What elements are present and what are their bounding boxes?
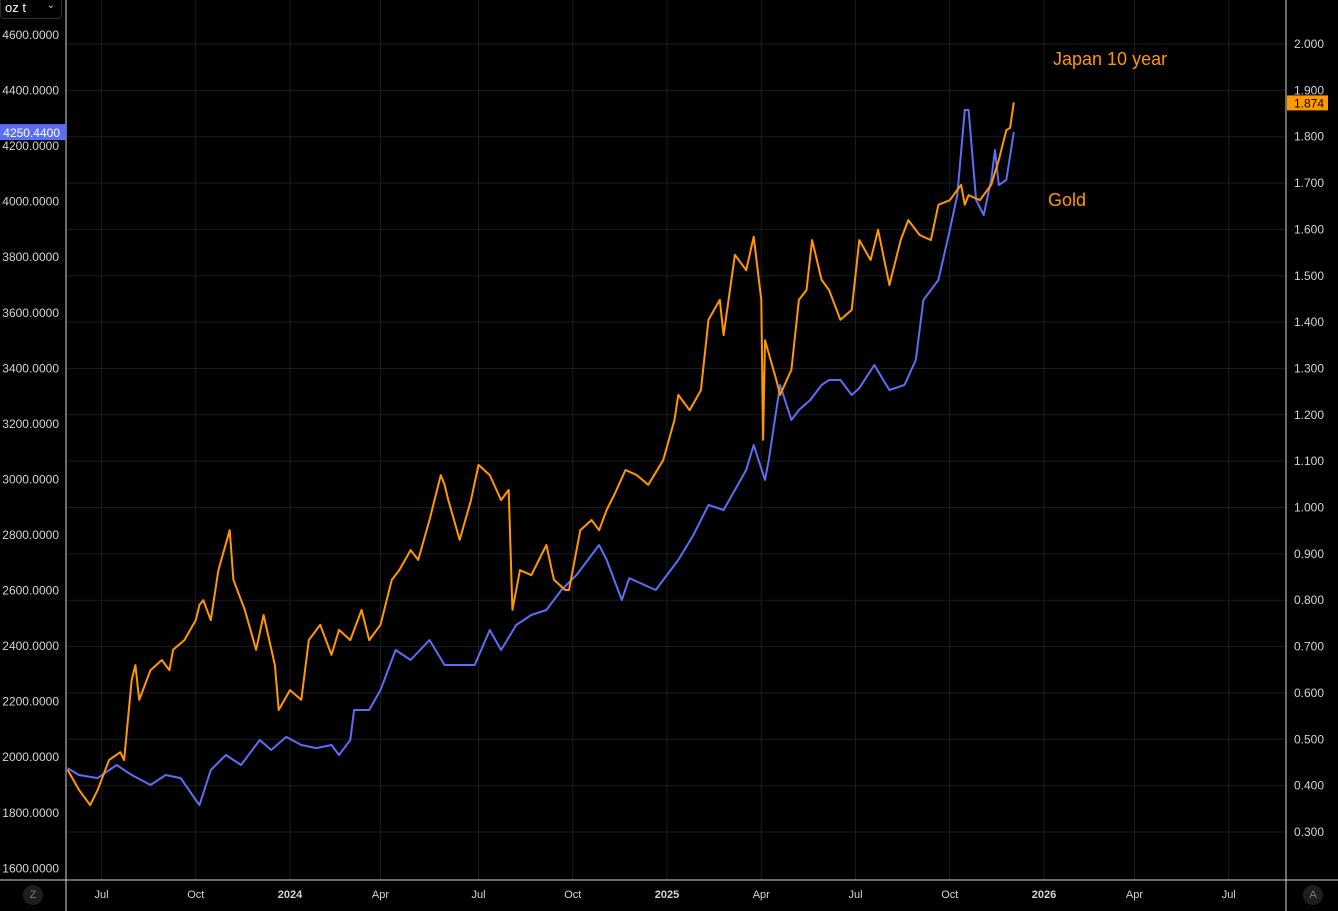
time-tick-label: Oct (564, 889, 581, 901)
right-tick-label: 0.800 (1294, 593, 1324, 607)
time-tick-label: Jul (94, 889, 108, 901)
left-tick-label: 4200.0000 (2, 139, 59, 153)
unit-label: oz t (5, 0, 26, 15)
chevron-down-icon: ⌄ (46, 0, 55, 11)
right-tick-label: 1.900 (1294, 83, 1324, 97)
time-tick-label: Jul (848, 889, 862, 901)
left-tick-label: 2000.0000 (2, 750, 59, 764)
right-tick-label: 1.600 (1294, 222, 1324, 236)
right-tick-label: 1.700 (1294, 176, 1324, 190)
annotations: Japan 10 year Gold (1048, 49, 1167, 210)
right-tick-label: 0.300 (1294, 825, 1324, 839)
left-tick-label: 3200.0000 (2, 417, 59, 431)
grid-lines (66, 0, 1286, 880)
left-tick-label: 1800.0000 (2, 806, 59, 820)
left-tick-label: 3000.0000 (2, 472, 59, 486)
time-tick-label: Jul (471, 889, 485, 901)
right-tick-label: 1.200 (1294, 408, 1324, 422)
left-tick-label: 2200.0000 (2, 695, 59, 709)
right-tick-label: 0.400 (1294, 779, 1324, 793)
left-tick-label: 3600.0000 (2, 306, 59, 320)
right-tick-label: 2.000 (1294, 37, 1324, 51)
time-scale[interactable]: Jul Oct 2024 Apr Jul Oct 2025 Apr Jul Oct 2026 Apr J… (94, 889, 1235, 901)
right-tick-label: 0.600 (1294, 686, 1324, 700)
japan-10-year-label: Japan 10 year (1053, 49, 1167, 69)
auto-scale-toggle-right[interactable]: A (1303, 885, 1323, 905)
right-tick-label: 1.000 (1294, 501, 1324, 515)
time-tick-label: Apr (1126, 889, 1143, 901)
gold-last-value-box (0, 124, 66, 141)
auto-scale-toggle-left[interactable]: Z (23, 885, 43, 905)
left-tick-label: 3800.0000 (2, 250, 59, 264)
right-tick-label: 0.900 (1294, 547, 1324, 561)
left-tick-label: 1600.0000 (2, 861, 59, 875)
right-tick-label: 1.500 (1294, 269, 1324, 283)
time-tick-label: Jul (1222, 889, 1236, 901)
unit-selector[interactable]: oz t ⌄ (0, 0, 62, 19)
right-tick-label: 1.100 (1294, 454, 1324, 468)
last-value-labels: 4250.4400 1.874 (0, 95, 1328, 141)
gold-label: Gold (1048, 190, 1086, 210)
right-tick-label: 1.800 (1294, 130, 1324, 144)
japan-10y-series-line (66, 102, 1015, 807)
right-tick-label: 1.300 (1294, 361, 1324, 375)
left-tick-label: 4000.0000 (2, 195, 59, 209)
japan-last-value: 1.874 (1294, 96, 1324, 110)
series-layer[interactable] (66, 102, 1015, 807)
right-tick-label: 0.500 (1294, 732, 1324, 746)
right-tick-label: 0.700 (1294, 640, 1324, 654)
time-tick-label: 2025 (655, 889, 679, 901)
right-price-scale[interactable]: 2.000 1.900 1.800 1.700 1.600 1.500 1.400 1.300… (1294, 37, 1324, 839)
time-tick-label: Oct (187, 889, 204, 901)
time-tick-label: Oct (941, 889, 958, 901)
left-tick-label: 2800.0000 (2, 528, 59, 542)
left-tick-label: 2600.0000 (2, 584, 59, 598)
japan-last-value-box (1287, 95, 1328, 111)
gold-series-line (67, 109, 1015, 806)
left-tick-label: 4600.0000 (2, 28, 59, 42)
left-tick-label: 2400.0000 (2, 639, 59, 653)
time-tick-label: Apr (372, 889, 389, 901)
time-tick-label: 2026 (1032, 889, 1056, 901)
left-tick-label: 4400.0000 (2, 84, 59, 98)
left-tick-label: 3400.0000 (2, 361, 59, 375)
left-price-scale[interactable]: 4600.0000 4400.0000 4200.0000 4000.0000 3800… (2, 28, 59, 875)
time-tick-label: 2024 (278, 889, 303, 901)
right-tick-label: 1.400 (1294, 315, 1324, 329)
time-tick-label: Apr (753, 889, 770, 901)
gold-last-value: 4250.4400 (3, 126, 60, 140)
